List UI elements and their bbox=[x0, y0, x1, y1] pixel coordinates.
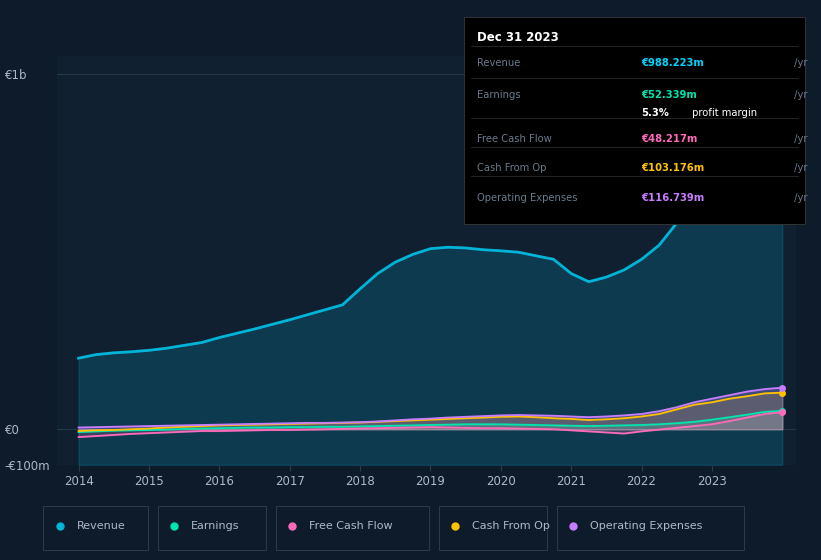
Text: /yr: /yr bbox=[791, 58, 807, 68]
Text: €116.739m: €116.739m bbox=[641, 193, 704, 203]
Text: Revenue: Revenue bbox=[76, 521, 126, 531]
Text: Free Cash Flow: Free Cash Flow bbox=[310, 521, 393, 531]
Text: Earnings: Earnings bbox=[191, 521, 240, 531]
FancyBboxPatch shape bbox=[158, 506, 266, 550]
FancyBboxPatch shape bbox=[557, 506, 745, 550]
Text: profit margin: profit margin bbox=[689, 108, 757, 118]
Text: Operating Expenses: Operating Expenses bbox=[590, 521, 703, 531]
Text: /yr: /yr bbox=[791, 163, 807, 173]
Text: Earnings: Earnings bbox=[478, 90, 521, 100]
FancyBboxPatch shape bbox=[44, 506, 148, 550]
Text: /yr: /yr bbox=[791, 193, 807, 203]
Text: €103.176m: €103.176m bbox=[641, 163, 704, 173]
Text: /yr: /yr bbox=[791, 90, 807, 100]
Text: Cash From Op: Cash From Op bbox=[478, 163, 547, 173]
Text: 5.3%: 5.3% bbox=[641, 108, 669, 118]
Text: €988.223m: €988.223m bbox=[641, 58, 704, 68]
Text: €48.217m: €48.217m bbox=[641, 134, 697, 144]
FancyBboxPatch shape bbox=[276, 506, 429, 550]
Text: Cash From Op: Cash From Op bbox=[472, 521, 550, 531]
Text: Operating Expenses: Operating Expenses bbox=[478, 193, 578, 203]
Text: /yr: /yr bbox=[791, 134, 807, 144]
Text: Dec 31 2023: Dec 31 2023 bbox=[478, 31, 559, 44]
Text: Revenue: Revenue bbox=[478, 58, 521, 68]
Text: €52.339m: €52.339m bbox=[641, 90, 697, 100]
FancyBboxPatch shape bbox=[438, 506, 547, 550]
Text: Free Cash Flow: Free Cash Flow bbox=[478, 134, 553, 144]
